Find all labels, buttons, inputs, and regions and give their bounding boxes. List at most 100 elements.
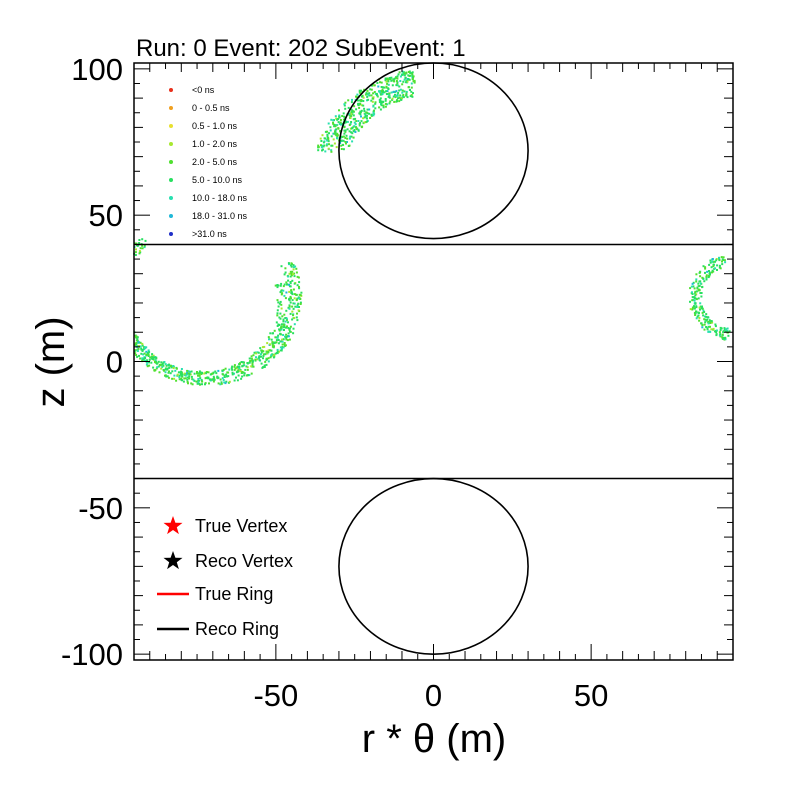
- hit-point: [723, 328, 726, 331]
- hit-point: [287, 335, 290, 338]
- hit-point: [399, 88, 402, 91]
- hit-point: [170, 366, 173, 369]
- hit-point: [355, 128, 358, 131]
- hit-point: [288, 338, 291, 341]
- hit-point: [287, 262, 290, 265]
- hit-point: [281, 347, 283, 350]
- hit-point: [332, 138, 335, 141]
- hit-point: [405, 71, 408, 74]
- hit-point: [292, 273, 294, 276]
- hit-point: [361, 104, 363, 107]
- hit-point: [265, 363, 268, 366]
- hit-point: [335, 146, 338, 149]
- hit-point: [341, 115, 344, 117]
- hit-point: [274, 284, 277, 287]
- hit-point: [155, 367, 158, 370]
- hit-point: [258, 359, 261, 362]
- hit-point: [139, 345, 142, 348]
- hit-point: [293, 275, 296, 278]
- hit-point: [405, 90, 408, 93]
- hit-point: [711, 260, 714, 263]
- hit-point: [708, 263, 711, 266]
- hit-point: [204, 383, 206, 386]
- hit-point: [707, 316, 709, 319]
- hit-point: [692, 298, 695, 301]
- hit-point: [386, 90, 389, 93]
- reco-ring: [338, 62, 529, 240]
- hit-point: [399, 75, 402, 78]
- hit-point: [198, 379, 200, 382]
- hit-point: [704, 271, 706, 274]
- hit-point: [703, 328, 706, 331]
- hit-point: [181, 373, 184, 376]
- hit-point: [358, 124, 361, 127]
- hit-point: [141, 238, 144, 241]
- hit-point: [290, 289, 293, 292]
- time-legend-marker: [169, 142, 173, 146]
- hit-point: [278, 329, 281, 332]
- hit-point: [699, 305, 702, 308]
- hit-point: [152, 366, 155, 369]
- hit-point: [204, 377, 207, 380]
- hit-point: [333, 124, 336, 126]
- hit-point: [266, 342, 269, 345]
- hit-point: [177, 371, 180, 374]
- hit-point: [275, 321, 278, 324]
- hit-point: [295, 271, 298, 274]
- hit-point: [230, 367, 233, 370]
- hit-point: [233, 372, 235, 375]
- hit-point: [197, 377, 200, 380]
- hit-point: [203, 372, 206, 375]
- hit-point: [219, 383, 222, 386]
- hit-point: [275, 341, 278, 344]
- hit-point: [322, 141, 325, 144]
- hit-point: [709, 261, 712, 264]
- hit-point: [279, 346, 282, 349]
- hit-point: [241, 365, 244, 368]
- hit-point: [706, 318, 709, 321]
- hit-point: [262, 357, 264, 360]
- hit-point: [173, 374, 176, 377]
- hit-point: [225, 373, 228, 376]
- hit-point: [142, 357, 145, 360]
- hit-point: [257, 351, 260, 354]
- hit-point: [292, 302, 295, 305]
- hit-point: [722, 256, 725, 259]
- hit-point: [344, 137, 347, 139]
- hit-point: [354, 131, 357, 133]
- hit-point: [296, 297, 299, 300]
- hit-point: [276, 286, 279, 289]
- hit-point: [374, 92, 377, 95]
- hit-point: [723, 327, 726, 330]
- hit-point: [409, 72, 412, 74]
- hit-point: [251, 359, 254, 362]
- hit-point: [250, 359, 253, 362]
- hit-point: [377, 85, 380, 88]
- hit-point: [340, 139, 343, 142]
- hit-point: [147, 355, 150, 357]
- hit-point: [374, 101, 377, 104]
- hit-point: [391, 98, 394, 101]
- hit-point: [404, 77, 407, 80]
- hit-point: [393, 100, 396, 103]
- hit-point: [184, 377, 187, 380]
- hit-point: [391, 97, 394, 100]
- hit-point: [274, 352, 277, 355]
- hit-point: [368, 92, 371, 95]
- hit-point: [285, 338, 288, 341]
- hit-point: [256, 358, 259, 361]
- time-legend-label: 18.0 - 31.0 ns: [192, 211, 248, 221]
- hit-point: [289, 325, 292, 328]
- hit-point: [294, 305, 297, 308]
- hit-point: [278, 328, 281, 331]
- hit-points-layer: [133, 70, 731, 386]
- hit-point: [726, 327, 729, 330]
- hit-point: [366, 95, 369, 98]
- hit-point: [703, 318, 706, 321]
- hit-point: [239, 370, 242, 372]
- hit-point: [228, 368, 231, 371]
- hit-point: [722, 331, 725, 334]
- hit-point: [366, 120, 368, 123]
- hit-point: [706, 270, 709, 273]
- hit-point: [357, 129, 360, 132]
